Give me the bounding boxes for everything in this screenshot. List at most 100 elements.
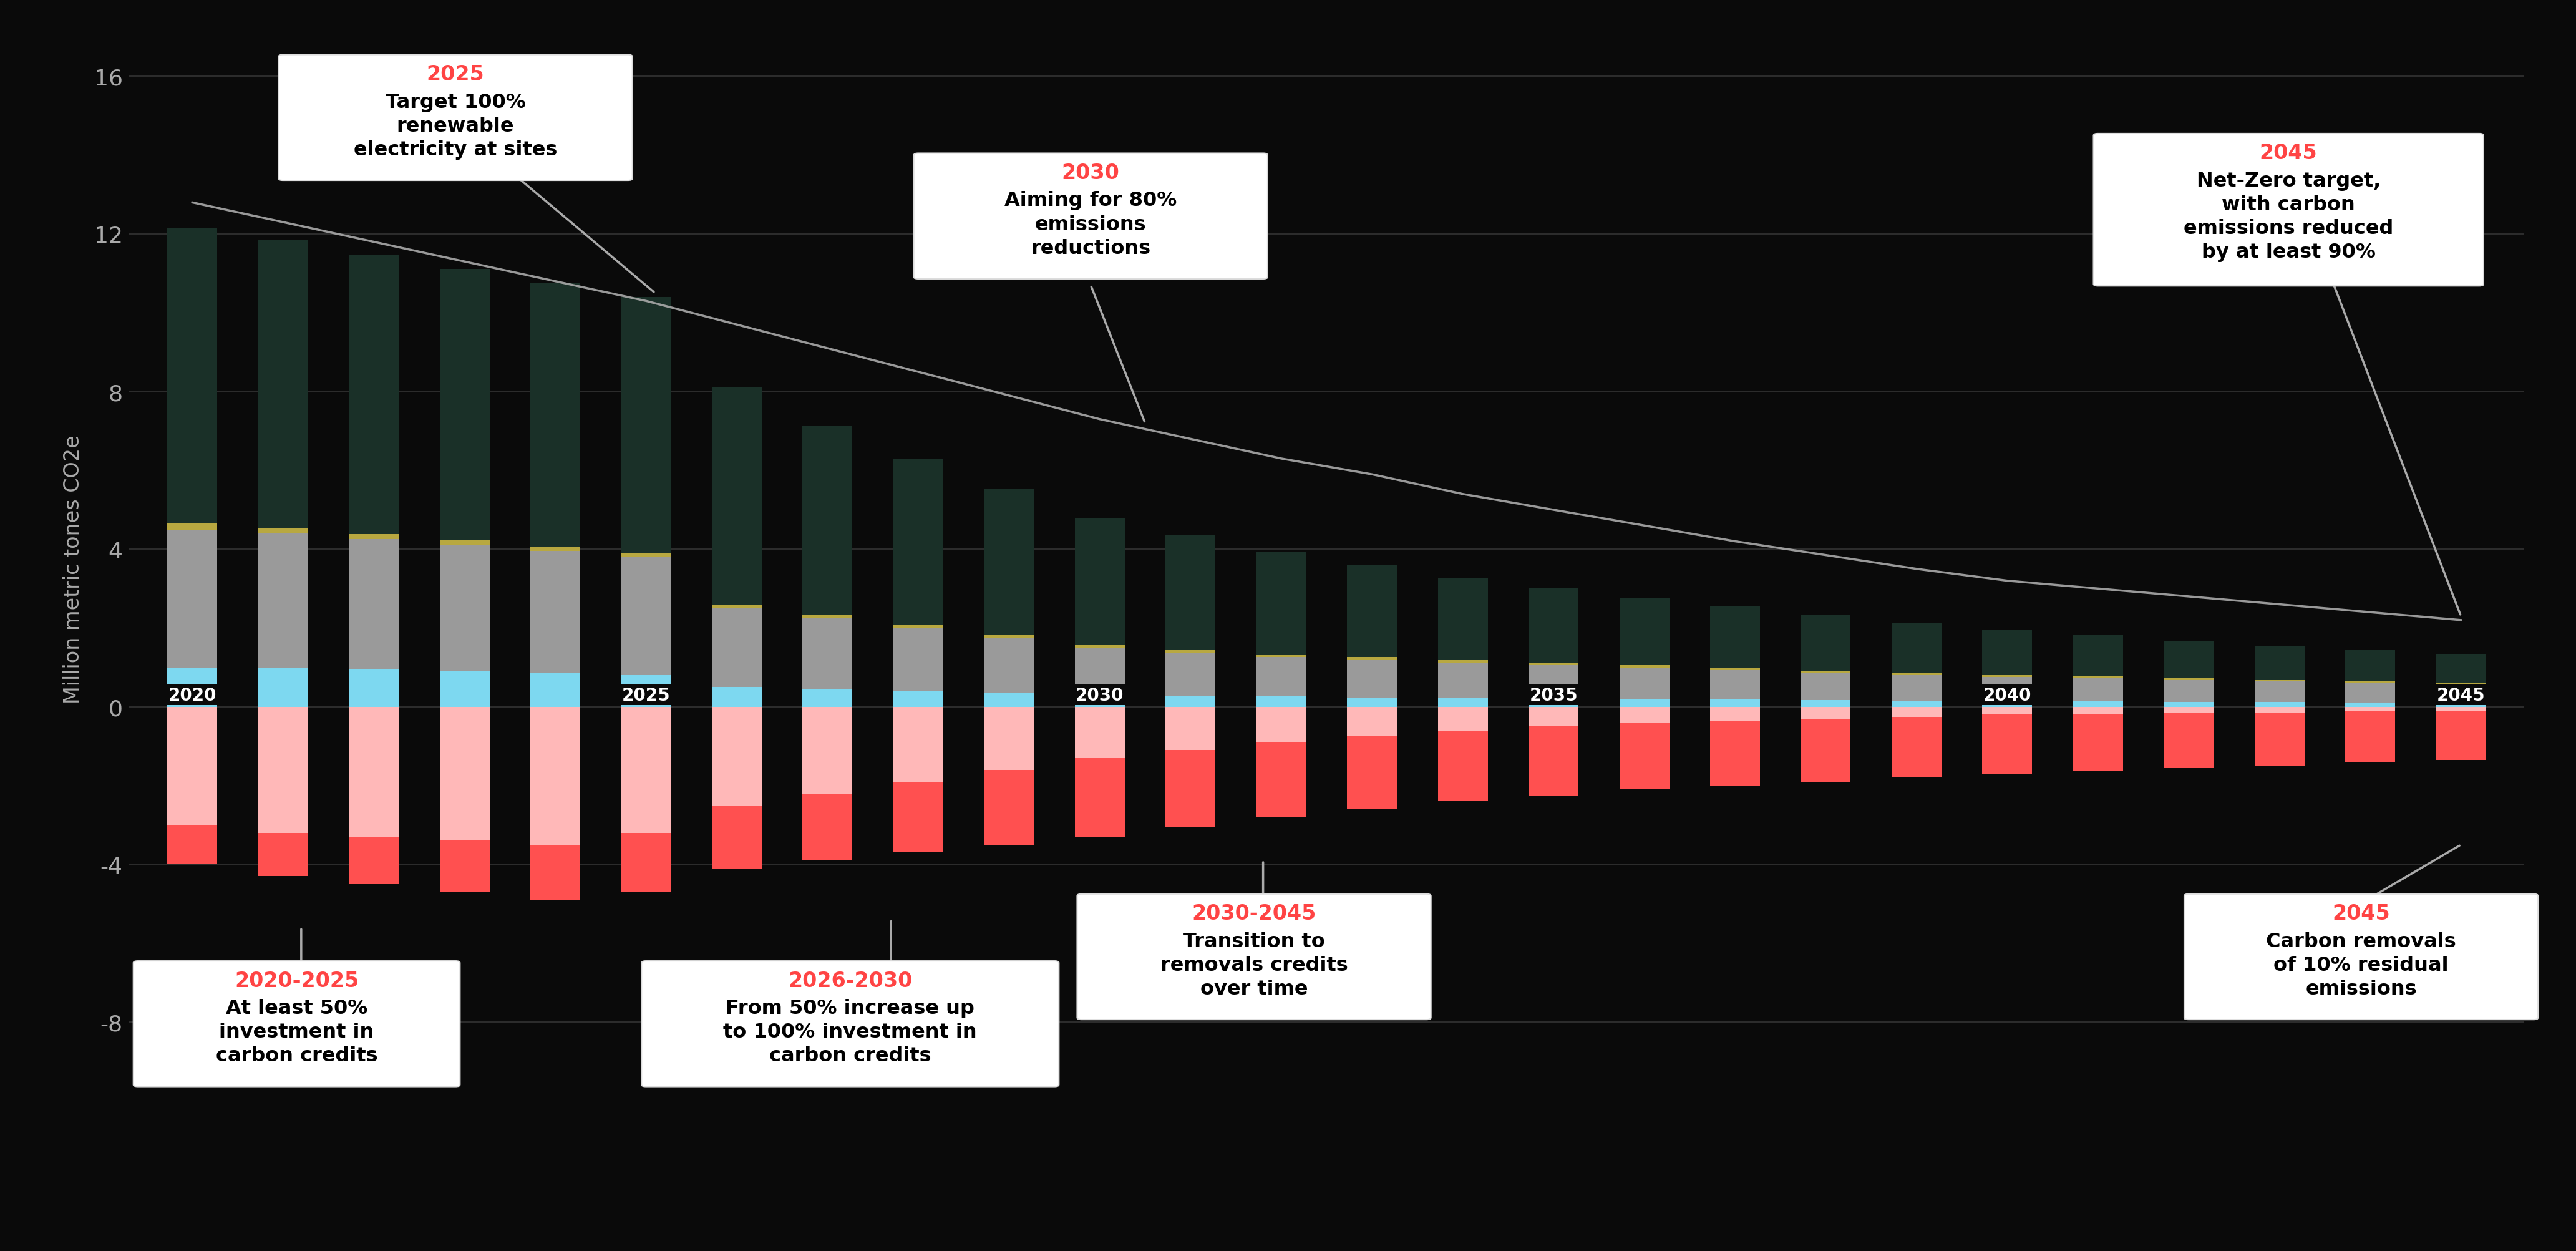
Bar [1710, 668, 1759, 671]
Bar [167, 524, 216, 530]
Bar [1984, 707, 2032, 714]
Bar [1347, 737, 1396, 809]
Bar [2074, 714, 2123, 771]
Bar [2074, 707, 2123, 714]
Text: 2020-2025: 2020-2025 [234, 970, 358, 991]
Bar [894, 782, 943, 853]
Bar [711, 687, 762, 707]
Bar [1347, 661, 1396, 698]
Text: 2045: 2045 [2259, 143, 2318, 164]
Bar [1891, 717, 1942, 778]
Bar [1437, 698, 1489, 707]
Bar [2164, 713, 2213, 768]
Bar [984, 771, 1033, 844]
Bar [1984, 701, 2032, 707]
Bar [2164, 702, 2213, 707]
Bar [258, 833, 309, 877]
Bar [1984, 678, 2032, 701]
Text: From 50% increase up
to 100% investment in
carbon credits: From 50% increase up to 100% investment … [724, 998, 976, 1066]
Bar [2074, 636, 2123, 677]
Bar [1528, 707, 1579, 727]
Bar [1801, 671, 1850, 673]
Bar [2437, 684, 2486, 703]
Bar [348, 255, 399, 534]
Bar [1801, 615, 1850, 671]
FancyBboxPatch shape [1077, 894, 1432, 1020]
Bar [894, 707, 943, 782]
Bar [804, 615, 853, 618]
Bar [1074, 519, 1126, 644]
Bar [894, 459, 943, 624]
Bar [1074, 648, 1126, 696]
Bar [621, 707, 670, 833]
Bar [2074, 702, 2123, 707]
Bar [2164, 678, 2213, 681]
Bar [1257, 743, 1306, 817]
Bar [440, 841, 489, 892]
Bar [1891, 701, 1942, 707]
Bar [1164, 651, 1216, 653]
Bar [1528, 666, 1579, 699]
Bar [621, 558, 670, 676]
Bar [2074, 679, 2123, 702]
Bar [1347, 698, 1396, 707]
Text: 2045: 2045 [2331, 903, 2391, 923]
Bar [2254, 682, 2306, 702]
Bar [440, 707, 489, 841]
Bar [2164, 641, 2213, 678]
Bar [440, 672, 489, 707]
Bar [1257, 654, 1306, 658]
Bar [1710, 701, 1759, 707]
Bar [1164, 653, 1216, 696]
Bar [2437, 703, 2486, 707]
Bar [531, 707, 580, 844]
Bar [258, 240, 309, 528]
Bar [1801, 707, 1850, 719]
Bar [2254, 681, 2306, 682]
Bar [711, 604, 762, 608]
Bar [621, 833, 670, 892]
Bar [1347, 658, 1396, 661]
Bar [1620, 707, 1669, 723]
Bar [621, 676, 670, 707]
Bar [348, 669, 399, 707]
Bar [1257, 658, 1306, 697]
Text: Net-Zero target,
with carbon
emissions reduced
by at least 90%: Net-Zero target, with carbon emissions r… [2184, 171, 2393, 263]
Bar [1984, 631, 2032, 676]
Bar [1984, 676, 2032, 678]
Bar [1437, 663, 1489, 698]
FancyBboxPatch shape [134, 961, 461, 1087]
Bar [1257, 697, 1306, 707]
Bar [1437, 731, 1489, 802]
FancyBboxPatch shape [2184, 894, 2537, 1020]
Bar [711, 806, 762, 868]
Bar [258, 707, 309, 833]
Bar [984, 693, 1033, 707]
Text: 2030-2045: 2030-2045 [1193, 903, 1316, 923]
Bar [2437, 683, 2486, 684]
Bar [167, 530, 216, 668]
Text: 2035: 2035 [1530, 687, 1577, 704]
Text: At least 50%
investment in
carbon credits: At least 50% investment in carbon credit… [216, 998, 379, 1066]
Bar [258, 534, 309, 668]
Bar [1437, 661, 1489, 663]
Bar [2074, 677, 2123, 679]
Bar [1620, 598, 1669, 666]
Y-axis label: Million metric tones CO2e: Million metric tones CO2e [62, 435, 82, 703]
Bar [1891, 707, 1942, 717]
Bar [1257, 552, 1306, 654]
Bar [2344, 703, 2396, 707]
Bar [1801, 719, 1850, 782]
Bar [984, 638, 1033, 693]
Bar [1528, 699, 1579, 707]
Bar [804, 618, 853, 689]
Bar [1074, 644, 1126, 648]
Bar [2164, 707, 2213, 713]
Bar [804, 707, 853, 793]
Bar [2344, 683, 2396, 703]
Bar [167, 707, 216, 826]
Bar [2437, 711, 2486, 761]
Bar [1891, 623, 1942, 673]
Bar [2254, 707, 2306, 713]
Bar [258, 528, 309, 534]
